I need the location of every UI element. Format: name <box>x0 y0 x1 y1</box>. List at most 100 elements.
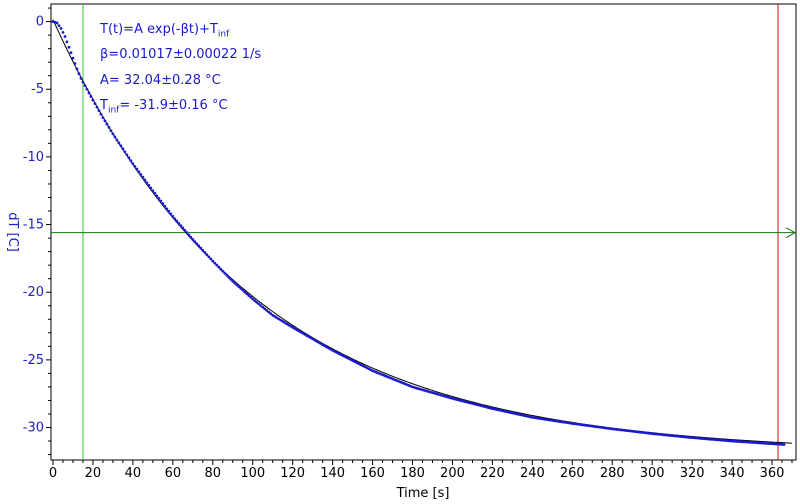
data-point <box>175 219 179 223</box>
fit-amplitude-text: A= 32.04±0.28 °C <box>100 73 221 88</box>
data-point <box>780 442 784 446</box>
y-tick-label: -30 <box>23 421 44 436</box>
data-point <box>141 175 145 179</box>
data-point <box>157 197 161 200</box>
data-point <box>279 318 283 322</box>
data-point <box>768 442 772 446</box>
data-point <box>724 439 728 442</box>
x-tick-label: 160 <box>360 466 385 481</box>
fit-tinf-prefix: T <box>100 98 108 113</box>
data-point <box>121 147 125 151</box>
data-point <box>179 224 183 228</box>
data-point <box>169 212 173 216</box>
data-point <box>133 164 137 168</box>
x-axis: 0 20 40 60 80 100 120 140 160 180 200 220 240 260 280 3… <box>49 460 793 481</box>
data-layer <box>51 20 786 446</box>
fit-formula: T(t)=A exp(-βt)+Tinf <box>100 22 229 40</box>
data-point <box>259 304 263 307</box>
fit-beta-text: β=0.01017±0.00022 1/s <box>100 47 262 62</box>
data-point <box>89 95 93 98</box>
data-point <box>732 439 736 443</box>
data-point <box>151 189 155 193</box>
data-point <box>149 186 153 190</box>
fit-amplitude: A= 32.04±0.28 °C <box>100 73 221 88</box>
data-point <box>87 91 91 95</box>
x-tick-label: 100 <box>240 466 265 481</box>
data-point <box>119 144 123 148</box>
fit-formula-sub: inf <box>217 29 230 40</box>
x-tick-label: 180 <box>400 466 425 481</box>
data-point <box>253 299 257 302</box>
data-point <box>736 440 740 443</box>
data-point <box>239 287 243 290</box>
data-point <box>702 437 706 441</box>
data-point <box>129 159 133 163</box>
data-point <box>57 24 61 28</box>
data-point <box>247 294 251 297</box>
y-axis: 0 -5 -10 -15 -20 -25 -30 <box>23 7 51 456</box>
x-tick-label: 300 <box>640 466 665 481</box>
data-point <box>125 153 129 157</box>
data-point <box>223 271 227 275</box>
data-point <box>694 436 698 440</box>
data-point <box>758 441 762 445</box>
data-point <box>189 235 193 239</box>
data-point <box>107 126 111 129</box>
data-point <box>123 150 127 154</box>
x-tick-label: 0 <box>49 466 57 481</box>
y-axis-title: dT [C] <box>5 212 20 252</box>
data-point <box>167 209 171 213</box>
data-point <box>55 21 59 25</box>
data-point <box>251 297 255 301</box>
data-point <box>171 215 175 218</box>
data-point <box>113 135 117 139</box>
data-point <box>243 290 247 294</box>
data-point <box>756 441 760 445</box>
data-point <box>155 194 159 198</box>
data-point <box>159 199 163 203</box>
data-point <box>728 439 732 443</box>
data-point <box>73 62 77 65</box>
data-point <box>249 295 253 299</box>
data-point <box>147 183 151 187</box>
data-point <box>201 248 205 252</box>
data-point <box>762 441 766 445</box>
data-point <box>165 207 169 211</box>
data-point <box>730 439 734 443</box>
data-point <box>99 112 103 116</box>
fit-beta: β=0.01017±0.00022 1/s <box>100 47 261 62</box>
data-point <box>83 84 87 88</box>
data-point <box>101 116 105 120</box>
data-point <box>93 102 97 105</box>
data-point <box>183 228 187 232</box>
data-point <box>772 442 776 446</box>
fit-formula-text: T(t)=A exp(-βt)+T <box>100 22 218 37</box>
data-point <box>748 440 752 444</box>
half-level-arrow-icon <box>785 227 797 239</box>
data-point <box>187 233 191 237</box>
y-tick-label: -15 <box>23 218 44 233</box>
data-point <box>197 244 201 248</box>
data-point <box>704 437 708 441</box>
data-point <box>720 438 724 442</box>
data-point <box>217 265 221 269</box>
data-point <box>79 77 83 80</box>
data-point <box>137 170 141 174</box>
data-point <box>111 132 115 136</box>
data-point <box>213 261 217 265</box>
data-point <box>173 217 177 221</box>
data-point <box>135 167 139 171</box>
data-point <box>211 259 215 263</box>
data-point <box>199 246 203 250</box>
data-point <box>205 253 209 256</box>
x-tick-label: 80 <box>205 466 222 481</box>
data-point <box>77 72 81 76</box>
data-point <box>778 442 782 446</box>
data-point <box>696 436 700 440</box>
y-tick-label: -20 <box>23 285 44 300</box>
x-tick-label: 360 <box>760 466 785 481</box>
data-point <box>195 242 199 246</box>
data-point <box>287 323 291 327</box>
data-point <box>221 269 225 273</box>
